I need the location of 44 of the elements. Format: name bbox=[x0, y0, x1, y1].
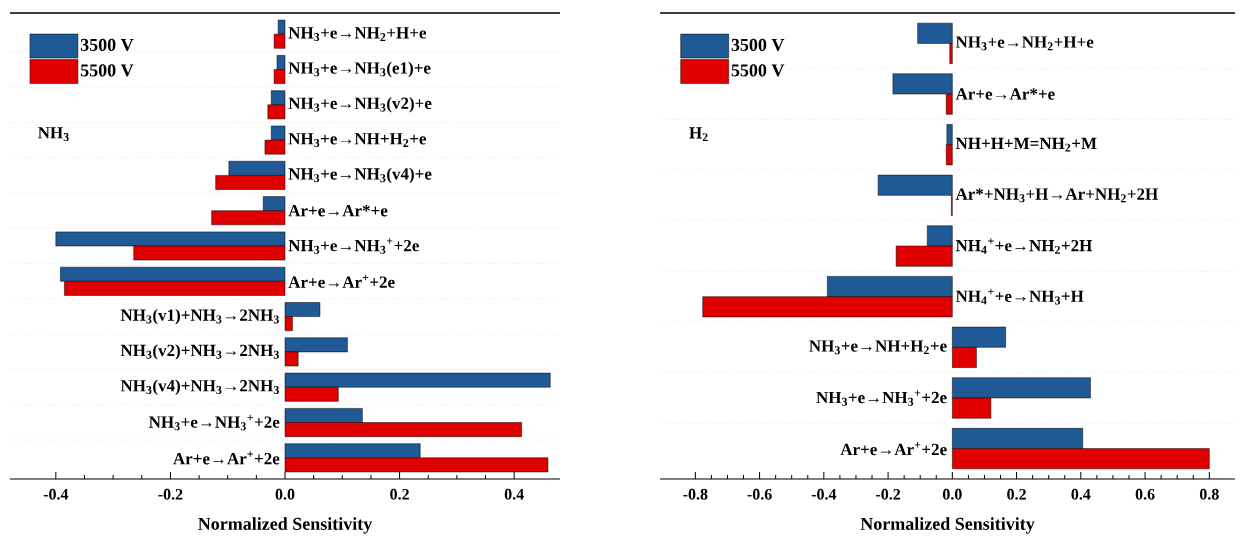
x-tick-label: 0.2 bbox=[390, 488, 409, 500]
y-tick-label: NH$_{3}$(v2)+NH$_{3}$→2NH$_{3}$ bbox=[120, 344, 279, 360]
y-tick-label: NH$_{3}$+e→NH$_{3}$(v4)+e bbox=[288, 167, 432, 184]
x-tick-label: 0.2 bbox=[1007, 488, 1026, 500]
y-tick-label: NH$_{3}$+e→NH+H$_{2}$+e bbox=[809, 340, 947, 355]
y-tick-label: NH$_{3}$+e→NH$_{2}$+H+e bbox=[955, 36, 1094, 51]
y-tick-label: NH$_{3}$+e→NH$_{3}$$^{+}$+2e bbox=[148, 414, 280, 431]
x-tick-label: -0.6 bbox=[747, 488, 772, 500]
legend-label: 3500 V bbox=[80, 38, 134, 52]
y-tick-label: Ar+e→Ar*+e bbox=[955, 88, 1055, 100]
y-tick-label: Ar+e→Ar$^{+}$+2e bbox=[288, 274, 395, 288]
y-tick-label: NH$_{4}$$^{+}$+e→NH$_{3}$+H bbox=[955, 288, 1084, 305]
y-tick-label: NH$_{3}$+e→NH+H$_{2}$+e bbox=[288, 133, 427, 147]
x-tick-label: -0.8 bbox=[683, 488, 708, 500]
legend-label: 5500 V bbox=[80, 64, 134, 77]
y-tick-label: Ar+e→Ar$^{+}$+2e bbox=[173, 451, 280, 465]
x-tick-label: -0.4 bbox=[43, 488, 69, 500]
x-tick-label: 0.0 bbox=[942, 488, 962, 500]
legend-label: 5500 V bbox=[731, 64, 785, 77]
x-tick-label: 0.6 bbox=[1135, 488, 1155, 500]
y-tick-label: NH$_{3}$+e→NH$_{3}$$^{+}$+2e bbox=[816, 390, 947, 406]
legend-label: 3500 V bbox=[731, 38, 785, 52]
y-tick-label: Ar+e→Ar$^{+}$+2e bbox=[840, 442, 947, 456]
y-tick-label: NH$_{3}$+e→NH$_{3}$(v2)+e bbox=[288, 97, 432, 113]
y-tick-label: NH+H+M=NH$_{2}$+M bbox=[955, 137, 1097, 152]
y-tick-label: NH$_{3}$+e→NH$_{3}$$^{+}$+2e bbox=[288, 238, 419, 254]
x-tick-label: -0.2 bbox=[158, 488, 183, 500]
x-axis-title: Normalized Sensitivity bbox=[860, 517, 1035, 534]
x-tick-label: 0.4 bbox=[504, 488, 524, 500]
x-tick-label: 0.8 bbox=[1199, 488, 1219, 500]
y-tick-label: Ar*+NH$_{3}$+H→Ar+NH$_{2}$+2H bbox=[955, 188, 1158, 203]
x-axis-title: Normalized Sensitivity bbox=[198, 517, 373, 534]
y-tick-label: Ar+e→Ar*+e bbox=[288, 205, 388, 217]
x-tick-label: -0.2 bbox=[876, 488, 901, 500]
y-tick-label: NH$_{3}$(v4)+NH$_{3}$→2NH$_{3}$ bbox=[120, 379, 279, 395]
x-tick-label: 0.0 bbox=[275, 488, 295, 500]
y-tick-label: NH$_{3}$+e→NH$_{3}$(e1)+e bbox=[288, 61, 431, 78]
annotation: NH$_{3}$ bbox=[38, 127, 69, 142]
annotation: H$_{2}$ bbox=[689, 127, 708, 142]
x-tick-label: 0.4 bbox=[1071, 488, 1091, 500]
y-tick-label: NH$_{4}$$^{+}$+e→NH$_{2}$+2H bbox=[955, 238, 1093, 254]
x-tick-label: -0.4 bbox=[811, 488, 837, 500]
y-tick-label: NH$_{3}$+e→NH$_{2}$+H+e bbox=[288, 27, 427, 42]
y-tick-label: NH$_{3}$(v1)+NH$_{3}$→2NH$_{3}$ bbox=[120, 308, 279, 325]
